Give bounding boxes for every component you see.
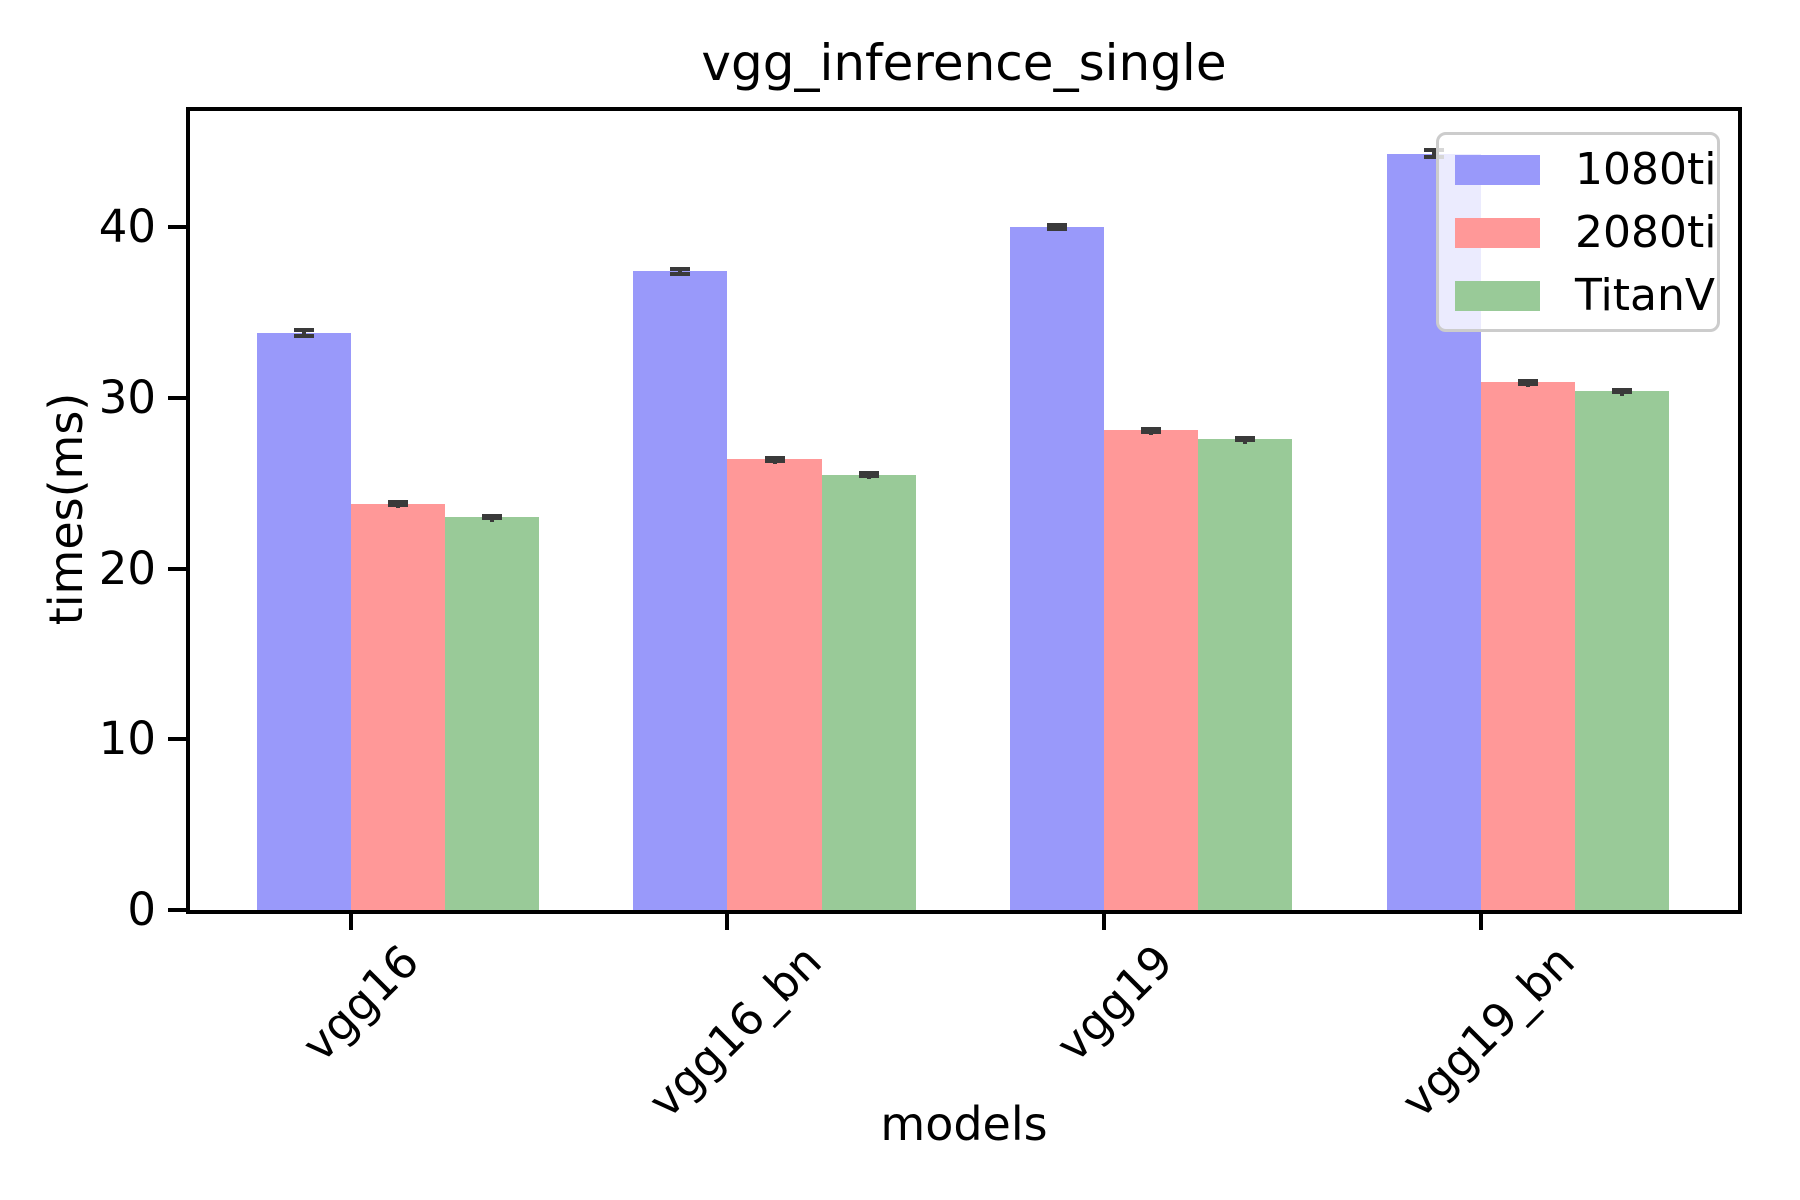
bar-vgg19_bn-TitanV [1575, 390, 1670, 910]
error-bar-cap-top [293, 327, 314, 332]
error-bar-cap-bottom [670, 272, 691, 277]
legend-swatch-2080ti [1455, 218, 1540, 248]
legend-item-TitanV: TitanV [1439, 264, 1717, 328]
bar-vgg19-1080ti [1009, 227, 1105, 910]
error-bar-line [1431, 150, 1436, 158]
x-tick-label-vgg19: vgg19 [1045, 934, 1183, 1072]
x-tick-mark [1478, 910, 1483, 930]
error-bar-cap-bottom [1141, 429, 1162, 434]
bar-vgg19-TitanV [1198, 438, 1293, 910]
error-bar-line [301, 329, 306, 337]
y-tick-mark [168, 908, 188, 912]
error-bar-line [678, 268, 683, 275]
error-bar-cap-top [387, 499, 408, 504]
error-bar-cap-top [481, 514, 502, 519]
error-bar-cap-top [1612, 387, 1633, 392]
legend-item-1080ti: 1080ti [1439, 138, 1717, 202]
legend-swatch-1080ti [1455, 155, 1540, 185]
error-bar-cap-top [764, 455, 785, 460]
y-tick-label-0: 0 [127, 883, 156, 936]
legend-label-1080ti: 1080ti [1575, 144, 1717, 195]
error-bar-cap-bottom [1423, 155, 1444, 160]
bar-vgg16-2080ti [350, 503, 445, 910]
error-bar-cap-bottom [1235, 437, 1256, 442]
error-bar-cap-bottom [764, 458, 785, 463]
error-bar-cap-top [670, 266, 691, 271]
bar-vgg16_bn-TitanV [821, 474, 916, 910]
y-axis-label: times(ms) [39, 392, 93, 626]
error-bar-cap-bottom [293, 334, 314, 339]
bar-vgg16-1080ti [256, 332, 351, 910]
y-tick-mark [168, 395, 188, 400]
error-bar-cap-top [858, 471, 879, 476]
y-tick-label-40: 40 [98, 200, 156, 254]
error-bar-cap-bottom [1047, 227, 1068, 232]
y-tick-label-20: 20 [98, 541, 156, 595]
error-bar-cap-bottom [481, 516, 502, 521]
error-bar-cap-top [1517, 378, 1538, 383]
bar-vgg19_bn-2080ti [1480, 382, 1575, 910]
error-bar-cap-bottom [1517, 382, 1538, 387]
x-tick-mark [1102, 910, 1107, 930]
error-bar-cap-top [1423, 148, 1444, 153]
y-tick-label-30: 30 [98, 370, 156, 424]
legend-swatch-TitanV [1455, 281, 1540, 311]
x-axis-label: models [880, 1097, 1048, 1151]
legend-label-TitanV: TitanV [1575, 270, 1715, 321]
legend: 1080ti 2080ti TitanV [1436, 132, 1720, 332]
error-bar-cap-top [1141, 426, 1162, 431]
y-tick-label-10: 10 [98, 712, 156, 766]
x-tick-label-vgg16: vgg16 [292, 934, 430, 1072]
y-tick-mark [168, 566, 188, 571]
bar-vgg16_bn-1080ti [633, 271, 728, 910]
error-bar-cap-bottom [387, 503, 408, 508]
x-tick-mark [725, 910, 730, 930]
error-bar-cap-top [1047, 223, 1068, 228]
bar-vgg16-TitanV [444, 517, 540, 910]
error-bar-cap-top [1235, 435, 1256, 440]
y-tick-mark [168, 225, 188, 230]
legend-item-2080ti: 2080ti [1439, 201, 1717, 265]
bar-vgg16_bn-2080ti [727, 459, 822, 910]
y-tick-mark [168, 737, 188, 742]
chart-title: vgg_inference_single [701, 34, 1227, 92]
bar-vgg19-2080ti [1104, 430, 1199, 910]
error-bar-cap-bottom [1612, 390, 1633, 395]
error-bar-cap-bottom [858, 474, 879, 478]
legend-label-2080ti: 2080ti [1575, 207, 1717, 258]
x-tick-mark [348, 910, 353, 930]
